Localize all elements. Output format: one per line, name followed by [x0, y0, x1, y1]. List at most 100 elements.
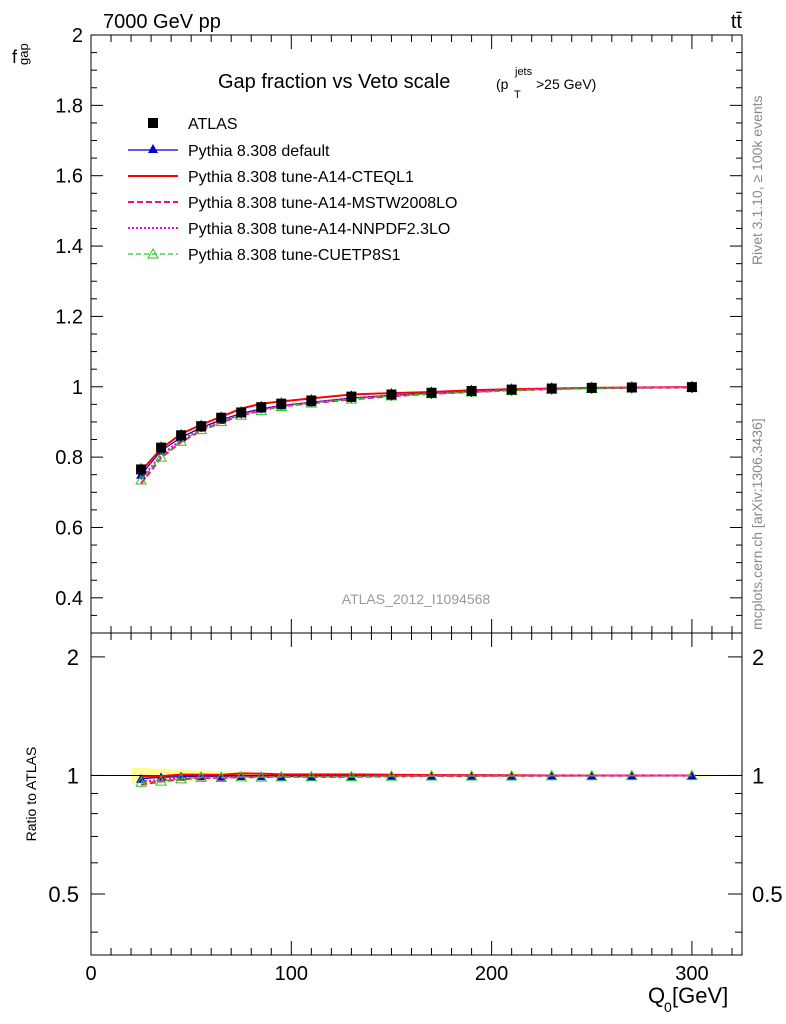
rivet-label: Rivet 3.1.10, ≥ 100k events	[749, 95, 765, 265]
ratio-y-tick-label-right: 1	[752, 763, 764, 788]
main-y-tick-label: 2	[72, 25, 83, 47]
legend-entry-pythia-default: Pythia 8.308 default	[128, 143, 330, 160]
ratio-point-pythia-8-308-tune-cuetp8s1	[195, 771, 208, 782]
point-atlas	[216, 412, 227, 423]
svg-text:Pythia 8.308 tune-A14-CTEQL1: Pythia 8.308 tune-A14-CTEQL1	[188, 169, 414, 186]
ratio-point-pythia-8-308-default	[306, 771, 317, 781]
ratio-point-pythia-8-308-tune-cuetp8s1	[345, 770, 358, 782]
svg-text:Q: Q	[648, 983, 665, 1008]
point-pythia-8-308-tune-cuetp8s1	[135, 473, 147, 485]
legend-entry-a14-mstw2008lo: Pythia 8.308 tune-A14-MSTW2008LO	[128, 195, 457, 212]
point-atlas	[256, 402, 267, 413]
ratio-point-pythia-8-308-tune-cuetp8s1	[275, 770, 288, 782]
ratio-point-pythia-8-308-tune-cuetp8s1	[385, 770, 398, 781]
point-atlas	[586, 382, 597, 393]
point-atlas	[546, 383, 557, 394]
process-label: tt̄	[731, 11, 743, 33]
point-atlas	[276, 398, 287, 409]
chart-title: Gap fraction vs Veto scale	[218, 71, 450, 93]
ratio-point-pythia-8-308-tune-cuetp8s1	[135, 776, 147, 787]
point-atlas	[236, 407, 247, 418]
ratio-series-layer	[91, 767, 742, 787]
series-line-pythia-8-308-tune-cuetp8s1	[140, 386, 692, 481]
ratio-axis-ticks: 0 100 200 300 0.5 0.5 1 1 2 2	[48, 633, 783, 985]
point-atlas	[176, 430, 187, 441]
point-atlas	[626, 382, 637, 393]
main-y-tick-label: 1.4	[55, 236, 83, 258]
main-y-tick-label: 1.8	[55, 95, 83, 117]
main-axis-ticks: 0.4 0.6 0.8 1 1.2 1.4 1.6 1.8 2	[55, 25, 742, 634]
svg-text:ATLAS: ATLAS	[188, 116, 238, 133]
series-line-pythia-8-308-tune-a14-cteql1	[140, 386, 692, 472]
ratio-point-pythia-8-308-tune-cuetp8s1	[686, 769, 698, 781]
svg-text:Pythia 8.308 tune-CUETP8S1: Pythia 8.308 tune-CUETP8S1	[188, 247, 401, 264]
legend-entry-atlas: ATLAS	[148, 116, 238, 133]
ratio-point-pythia-8-308-tune-cuetp8s1	[175, 772, 187, 784]
x-tick-label: 300	[675, 963, 708, 985]
x-axis-label: Q 0 [GeV]	[648, 983, 728, 1015]
point-atlas	[426, 387, 437, 398]
main-series-layer	[135, 381, 698, 485]
point-atlas	[386, 389, 397, 400]
x-tick-label: 200	[475, 963, 508, 985]
main-y-tick-label: 1	[72, 377, 83, 399]
main-y-tick-label: 0.4	[55, 588, 83, 610]
point-pythia-8-308-tune-cuetp8s1	[155, 451, 167, 462]
svg-text:0: 0	[664, 999, 672, 1015]
ratio-point-pythia-8-308-tune-cuetp8s1	[155, 775, 167, 786]
point-atlas	[346, 391, 357, 402]
ratio-point-pythia-8-308-tune-cuetp8s1	[235, 770, 248, 782]
main-y-tick-label: 1.2	[55, 306, 83, 328]
point-atlas	[306, 395, 317, 406]
title-cut-sup: jets	[514, 66, 533, 78]
legend: ATLAS Pythia 8.308 default Pythia 8.308 …	[128, 116, 457, 264]
ratio-y-tick-label: 0.5	[48, 882, 79, 907]
legend-entry-cuetp8s1: Pythia 8.308 tune-CUETP8S1	[128, 247, 401, 264]
legend-entry-a14-nnpdf23lo: Pythia 8.308 tune-A14-NNPDF2.3LO	[128, 221, 450, 238]
ratio-plot-frame	[90, 632, 743, 956]
main-y-tick-label: 0.8	[55, 447, 83, 469]
ratio-point-pythia-8-308-tune-cuetp8s1	[585, 769, 598, 781]
point-atlas	[686, 382, 697, 393]
analysis-label: ATLAS_2012_I1094568	[342, 591, 491, 607]
point-atlas	[506, 384, 517, 395]
svg-text:Pythia 8.308 tune-A14-NNPDF2.3: Pythia 8.308 tune-A14-NNPDF2.3LO	[188, 221, 450, 238]
point-atlas	[196, 421, 207, 432]
ratio-point-pythia-8-308-tune-cuetp8s1	[215, 771, 228, 783]
x-tick-label: 0	[85, 963, 96, 985]
title-cut-prefix: (p	[496, 76, 509, 92]
series-line-pythia-8-308-tune-a14-mstw2008lo	[140, 386, 692, 485]
ratio-y-axis-label: Ratio to ATLAS	[23, 747, 39, 842]
ratio-y-tick-label-right: 2	[752, 645, 764, 670]
svg-text:Pythia 8.308 tune-A14-MSTW2008: Pythia 8.308 tune-A14-MSTW2008LO	[188, 195, 457, 212]
point-atlas	[136, 464, 147, 475]
point-pythia-8-308-tune-cuetp8s1	[175, 435, 187, 446]
main-y-tick-label: 0.6	[55, 517, 83, 539]
ratio-point-pythia-8-308-default	[136, 773, 147, 783]
svg-text:f: f	[12, 47, 18, 67]
series-line-pythia-8-308-tune-a14-nnpdf2-3lo	[140, 386, 692, 480]
x-tick-label: 100	[275, 963, 308, 985]
title-cut-sub: T	[514, 89, 521, 101]
ratio-point-pythia-8-308-tune-cuetp8s1	[625, 769, 638, 781]
ratio-point-pythia-8-308-tune-cuetp8s1	[305, 770, 318, 782]
mcplots-label: mcplots.cern.ch [arXiv:1306.3436]	[749, 418, 765, 630]
legend-entry-a14-cteql1: Pythia 8.308 tune-A14-CTEQL1	[128, 169, 414, 186]
svg-text:[GeV]: [GeV]	[672, 983, 728, 1008]
main-y-tick-label: 1.6	[55, 166, 83, 188]
title-cut: >25 GeV)	[536, 76, 596, 92]
ratio-point-pythia-8-308-tune-cuetp8s1	[465, 769, 478, 781]
energy-label: 7000 GeV pp	[103, 11, 221, 33]
point-atlas	[156, 442, 167, 453]
ratio-point-pythia-8-308-tune-cuetp8s1	[255, 771, 268, 782]
point-atlas	[466, 385, 477, 396]
ratio-y-tick-label-right: 0.5	[752, 882, 783, 907]
ratio-point-pythia-8-308-tune-cuetp8s1	[505, 769, 518, 781]
ratio-point-pythia-8-308-default	[346, 771, 357, 781]
y-axis-label: f gap	[12, 43, 31, 67]
ratio-point-pythia-8-308-tune-cuetp8s1	[425, 769, 438, 781]
ratio-y-tick-label: 2	[67, 645, 79, 670]
ratio-point-pythia-8-308-tune-cuetp8s1	[545, 769, 558, 781]
series-line-pythia-8-308-default	[140, 386, 692, 476]
